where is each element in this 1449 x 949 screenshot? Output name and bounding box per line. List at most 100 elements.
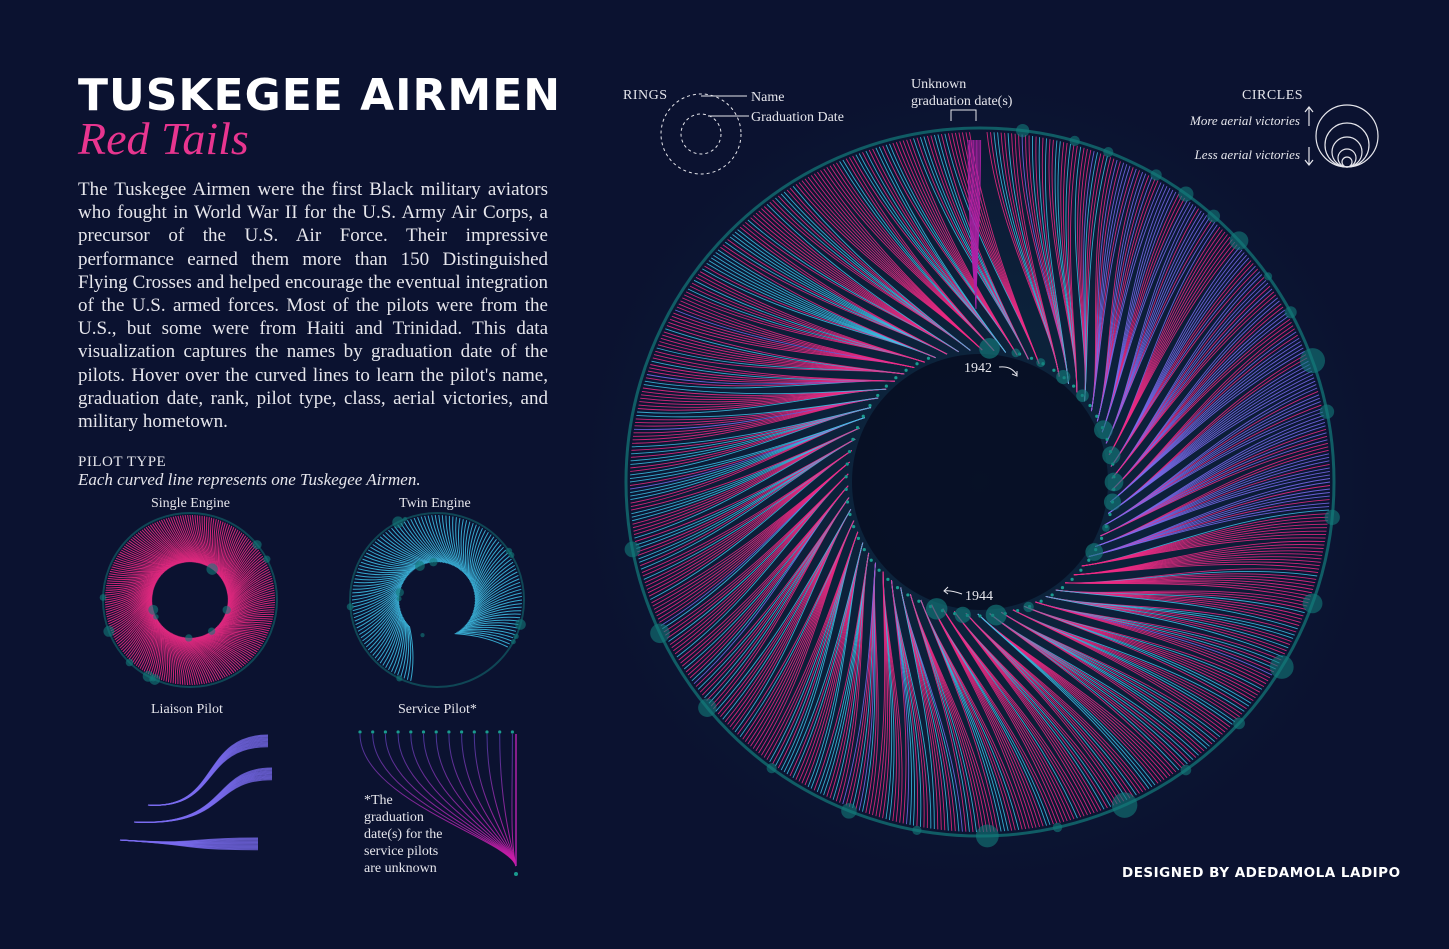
mini-pilot-curve	[410, 518, 445, 564]
mini-pilot-curve	[468, 526, 480, 581]
pilot-curve	[1090, 168, 1137, 412]
service-dot	[421, 730, 426, 734]
mini-pilot-curve	[222, 604, 275, 621]
date-dot	[1088, 403, 1092, 408]
pilot-curve	[1014, 133, 1060, 377]
date-dot	[978, 614, 982, 618]
pilot-type-heading: PILOT TYPE	[78, 454, 167, 470]
arrow-up-head-icon	[1304, 106, 1314, 113]
pilot-curve	[720, 246, 936, 359]
mini-pilot-curve	[470, 595, 522, 618]
pilot-curve	[1095, 474, 1330, 547]
service-curve	[511, 733, 517, 867]
mini-pilot-curve	[226, 543, 255, 593]
mini-pilot-curve	[466, 522, 474, 578]
mini-pilot-curve	[145, 619, 158, 674]
mini-pilot-curve	[227, 549, 260, 596]
mini-pilot-curve	[128, 540, 179, 565]
mini-pilot-curve	[385, 615, 403, 668]
pilot-curve	[766, 203, 959, 353]
mini-pilot-curve	[227, 553, 262, 598]
mini-pilot-curve	[227, 547, 258, 595]
mini-pilot-curve	[359, 596, 400, 636]
mini-pilot-curve	[469, 603, 522, 621]
mini-pilot-curve	[105, 586, 155, 613]
mini-chart-single-engine	[99, 512, 278, 688]
pilot-curve	[761, 531, 859, 756]
mini-pilot-curve	[431, 515, 454, 566]
date-dot	[886, 577, 890, 581]
mini-pilot-curve	[132, 612, 155, 663]
mini-pilot-curve	[227, 559, 266, 601]
pilot-curve	[651, 461, 850, 604]
mini-pilot-curve	[195, 637, 243, 668]
mini-pilot-curve	[224, 533, 245, 586]
mini-pilot-curve	[417, 517, 448, 564]
mini-pilot-curve	[133, 613, 155, 665]
mini-pilot-curve	[438, 514, 457, 568]
mini-pilot-curve	[226, 580, 273, 611]
mini-pilot-curve	[107, 573, 163, 580]
victory-circle	[1284, 306, 1297, 319]
mini-victory-circle	[508, 552, 515, 558]
victory-circles	[624, 123, 1340, 848]
mini-pilot-curve	[441, 515, 458, 569]
year-1942-arrow-icon	[998, 366, 1018, 376]
mini-victory-circle	[420, 633, 425, 638]
pilot-curve	[1107, 380, 1316, 514]
mini-pilot-curve	[367, 604, 400, 651]
mini-pilot-curve	[472, 588, 522, 615]
mini-pilot-curve	[351, 581, 404, 601]
mini-pilot-curve	[130, 611, 155, 662]
mini-pilot-curve	[149, 620, 159, 676]
pilot-curve	[1110, 268, 1259, 467]
mini-pilot-curve	[120, 549, 174, 567]
pilot-curve	[1044, 138, 1069, 385]
mini-pilot-curve	[460, 628, 515, 636]
mini-pilot-curve	[227, 557, 265, 600]
mini-pilot-curve	[143, 528, 188, 563]
date-victory-circle	[1103, 493, 1122, 511]
mini-pilot-curve	[357, 568, 413, 574]
legend-outer-ring	[660, 93, 742, 175]
mini-pilot-curve	[220, 609, 275, 623]
date-dot	[917, 599, 921, 603]
mini-pilot-curve	[382, 614, 403, 666]
mini-pilot-curve	[363, 601, 400, 645]
mini-pilot-curve	[166, 630, 179, 685]
mini-pilot-curve	[388, 529, 434, 563]
victory-circle	[650, 623, 670, 644]
mini-pilot-curve	[223, 597, 276, 618]
mini-pilot-curve	[109, 570, 165, 575]
victory-circle	[841, 803, 857, 819]
date-dot	[1029, 356, 1034, 360]
mini-victory-circle	[153, 614, 159, 620]
mini-pilot-curve	[215, 625, 271, 630]
pilot-curve	[1111, 322, 1292, 491]
date-dot	[894, 376, 898, 380]
victory-circle	[1178, 186, 1194, 202]
pilot-curve	[737, 520, 855, 735]
mini-pilot-curve	[365, 552, 420, 567]
mini-pilot-curve	[352, 579, 405, 597]
mini-pilot-curve	[218, 618, 273, 626]
victory-circle	[1111, 792, 1138, 818]
pilot-curve	[631, 427, 860, 511]
date-victory-circle	[985, 604, 1007, 626]
victory-circle	[766, 763, 777, 774]
mini-pilot-curve	[135, 614, 156, 667]
mini-pilot-curve	[226, 575, 272, 609]
mini-pilot-curve	[170, 632, 189, 686]
mini-pilot-curve	[105, 578, 159, 594]
mini-pilot-curve	[473, 578, 520, 610]
mini-pilot-curve	[107, 589, 154, 620]
mini-pilot-curve	[465, 616, 521, 626]
mini-pilot-curve	[217, 620, 273, 627]
mini-pilot-curve	[160, 625, 165, 681]
mini-pilot-curve	[472, 585, 521, 613]
mini-pilot-curve	[352, 582, 404, 605]
service-dot	[434, 730, 438, 734]
service-end-dot	[514, 872, 518, 876]
year-1942-arrowhead-icon	[1011, 371, 1018, 377]
